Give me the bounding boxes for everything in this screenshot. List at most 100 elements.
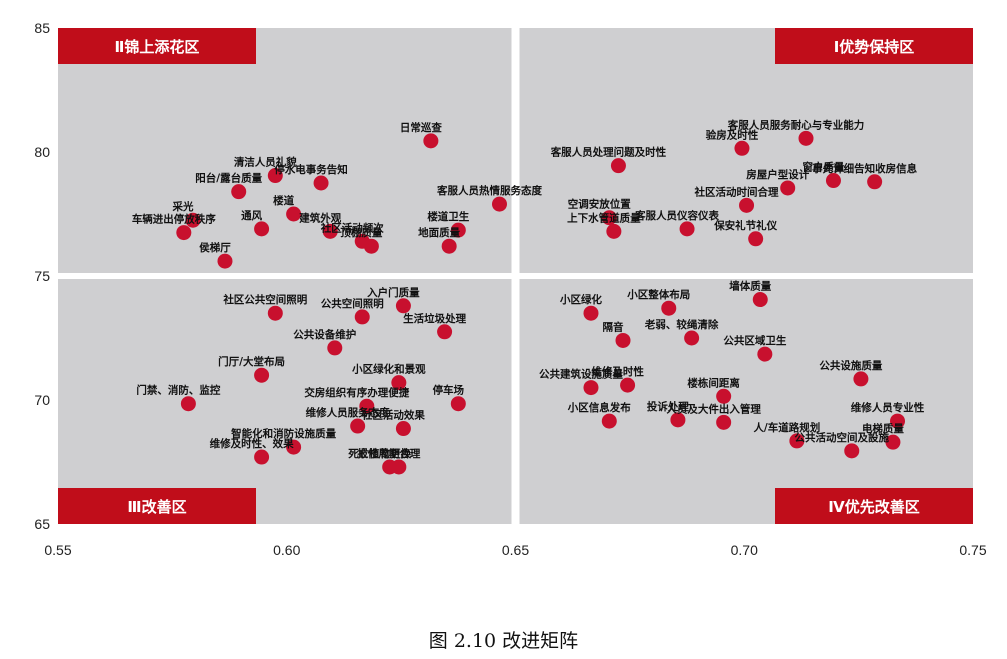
- data-point: [441, 238, 457, 254]
- quadrant-label-q1: Ⅰ优势保持区: [834, 38, 915, 56]
- data-point-label: 报修周期合理: [357, 447, 420, 460]
- data-point: [267, 168, 283, 184]
- data-point: [798, 130, 814, 146]
- data-point: [748, 231, 764, 247]
- y-tick-label: 65: [34, 516, 50, 532]
- x-axis-ticks: 0.55 0.60 0.65 0.70 0.75: [44, 542, 986, 558]
- data-point-label: 隔音: [603, 320, 624, 333]
- data-point: [601, 413, 617, 429]
- data-point-label: 门厅/大堂布局: [218, 355, 285, 368]
- horizontal-divider: [58, 273, 973, 279]
- data-point-label: 投诉处理: [647, 400, 689, 413]
- data-point: [752, 292, 768, 308]
- data-point-label: 老弱、较绳清除: [644, 318, 719, 331]
- data-point: [789, 433, 805, 449]
- quadrant-labels: Ⅱ锦上添花区 Ⅰ优势保持区 Ⅲ改善区 Ⅳ优先改善区: [58, 28, 973, 524]
- data-point: [286, 206, 302, 222]
- data-point: [254, 221, 270, 237]
- data-point-label: 上下水管道质量: [567, 211, 641, 224]
- data-point: [450, 396, 466, 412]
- data-point-label: 小区绿化和景观: [351, 363, 426, 376]
- x-tick-label: 0.65: [502, 542, 529, 558]
- x-tick-label: 0.75: [959, 542, 986, 558]
- data-point-label: 公共区域卫生: [723, 334, 786, 347]
- quadrant-label-q2: Ⅱ锦上添花区: [115, 38, 200, 56]
- quadrant-label-box-q2: [58, 28, 256, 64]
- data-point-label: 验房及时性: [706, 128, 759, 141]
- data-point-label: 社区活动效果: [361, 409, 425, 422]
- data-point-label: 电梯质量: [862, 422, 904, 435]
- data-point-label: 日常巡查: [400, 121, 442, 134]
- data-point: [670, 412, 686, 428]
- quadrant-label-q3: Ⅲ改善区: [127, 498, 186, 516]
- data-points: [176, 130, 906, 475]
- data-point-label: 公共设备维护: [293, 328, 356, 341]
- data-point: [313, 175, 329, 191]
- data-point: [231, 184, 247, 200]
- data-point: [610, 158, 626, 174]
- data-point: [844, 443, 860, 459]
- data-point-label: 人员及大件出入管理: [666, 402, 761, 415]
- quadrant-label-box-q4: [775, 488, 973, 524]
- quadrant-label-q4: Ⅳ优先改善区: [828, 498, 919, 516]
- data-point-label: 房屋户型设计: [746, 168, 809, 181]
- data-point: [885, 434, 901, 450]
- data-point: [359, 398, 375, 414]
- data-point-label: 社区活动频次: [320, 221, 384, 234]
- data-point-label: 地面质量: [418, 226, 460, 239]
- data-point: [601, 210, 617, 226]
- data-point-label: 客服人员处理问题及时性: [550, 146, 667, 159]
- data-point-label: 社区活动时间合理: [694, 185, 779, 198]
- data-point: [217, 253, 233, 269]
- data-point: [391, 375, 407, 391]
- data-point-label: 维修及时性: [591, 365, 644, 378]
- data-point: [363, 238, 379, 254]
- data-point-label: 死亡植物更换: [347, 447, 411, 460]
- data-point-label: 客服人员热情服务态度: [436, 184, 542, 197]
- data-point-label: 交房组织有序办理便捷: [304, 386, 409, 399]
- data-point: [327, 340, 343, 356]
- data-point-label: 楼道卫生: [427, 210, 469, 223]
- data-point: [180, 396, 196, 412]
- y-tick-label: 75: [34, 268, 50, 284]
- data-point-label: 空调安放位置: [568, 198, 631, 211]
- data-point: [734, 140, 750, 156]
- data-point-label: 入户门质量: [367, 286, 420, 299]
- data-point-label: 小区绿化: [559, 293, 602, 306]
- quadrant-label-box-q1: [775, 28, 973, 64]
- data-point: [716, 414, 732, 430]
- data-point: [267, 305, 283, 321]
- data-point: [583, 380, 599, 396]
- data-point: [491, 196, 507, 212]
- data-point: [322, 223, 338, 239]
- data-point: [423, 133, 439, 149]
- data-point: [354, 309, 370, 325]
- data-point-label: 小区整体布局: [626, 288, 690, 301]
- data-point: [757, 346, 773, 362]
- x-tick-label: 0.60: [273, 542, 300, 558]
- data-point-label: 人/车道路规划: [753, 421, 820, 434]
- data-point-label: 维修人员专业性: [851, 401, 925, 414]
- data-point: [395, 298, 411, 314]
- data-point: [437, 324, 453, 340]
- data-point-label: 公共建筑设施质量: [539, 368, 623, 381]
- data-point-label: 楼道: [273, 194, 294, 207]
- data-point: [185, 212, 201, 228]
- data-point-label: 窗户质量: [802, 161, 844, 174]
- quadrant-dividers: [58, 28, 973, 524]
- data-point-label: 通风: [241, 210, 262, 222]
- data-point: [583, 305, 599, 321]
- data-point: [286, 439, 302, 455]
- data-point: [739, 197, 755, 213]
- figure-caption: 图 2.10 改进矩阵: [428, 630, 579, 652]
- data-point-label: 墙体质量: [729, 280, 771, 293]
- data-point: [350, 418, 366, 434]
- data-point-label: 维修人员服务态度: [306, 406, 390, 419]
- y-tick-label: 80: [34, 144, 50, 160]
- data-point-label: 侯梯厅: [199, 241, 231, 254]
- data-point-label: 维修及时性、效果: [210, 437, 294, 450]
- data-point-label: 阳台/露台质量: [195, 172, 262, 185]
- data-point: [890, 413, 906, 429]
